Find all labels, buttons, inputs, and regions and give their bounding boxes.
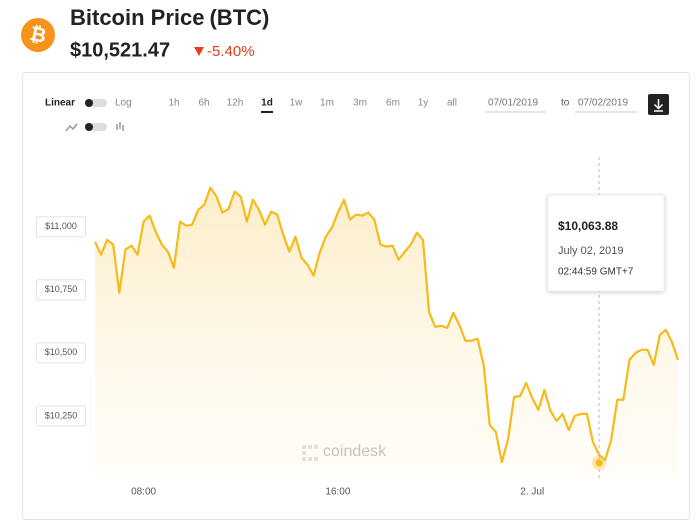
download-icon xyxy=(653,99,664,112)
toggle-knob xyxy=(85,123,93,131)
range-option[interactable]: 1d xyxy=(261,98,273,109)
highlight-dot xyxy=(595,459,603,467)
scale-option[interactable]: Log xyxy=(115,98,132,109)
scale-option[interactable]: Linear xyxy=(45,98,75,109)
range-option[interactable]: 3m xyxy=(353,98,367,109)
range-option[interactable]: 6h xyxy=(198,98,209,109)
range-option[interactable]: 1y xyxy=(418,98,429,109)
y-tick-box xyxy=(36,216,86,238)
y-tick-label: $11,000 xyxy=(45,221,77,231)
x-tick-label: 16:00 xyxy=(325,487,350,498)
range-option[interactable]: 12h xyxy=(227,98,244,109)
tooltip xyxy=(547,194,665,292)
title: Bitcoin Price xyxy=(70,5,204,30)
y-tick-box xyxy=(36,342,86,364)
y-tick-label: $10,750 xyxy=(45,284,78,294)
change: -5.40% xyxy=(207,43,255,60)
symbol: (BTC) xyxy=(209,5,269,30)
area xyxy=(95,187,678,480)
x-tick-label: 08:00 xyxy=(131,487,156,498)
coin-icon xyxy=(21,18,55,52)
range-option[interactable]: 1w xyxy=(290,98,304,109)
range-option[interactable]: all xyxy=(447,98,457,109)
range-option[interactable]: 1h xyxy=(168,98,179,109)
end-date[interactable]: 07/02/2019 xyxy=(578,98,628,109)
tooltip-date: July 02, 2019 xyxy=(558,245,623,257)
coin-symbol: ₿ xyxy=(28,23,49,48)
price: $10,521.47 xyxy=(70,39,170,61)
toggle-knob xyxy=(85,99,93,107)
price-line xyxy=(94,186,680,464)
y-tick-label: $10,500 xyxy=(45,347,78,357)
date-separator: to xyxy=(561,98,570,109)
start-date[interactable]: 07/01/2019 xyxy=(488,98,538,109)
tooltip-value: $10,063.88 xyxy=(558,219,618,233)
range-option[interactable]: 6m xyxy=(386,98,400,109)
range-option[interactable]: 1m xyxy=(320,98,334,109)
y-tick-box xyxy=(36,405,86,427)
x-tick-label: 2. Jul xyxy=(520,487,544,498)
line-icon[interactable] xyxy=(65,123,78,132)
tooltip-time: 02:44:59 GMT+7 xyxy=(558,267,634,278)
y-tick-label: $10,250 xyxy=(45,410,78,420)
y-tick-box xyxy=(36,279,86,301)
candle-icon[interactable] xyxy=(116,122,124,131)
down-arrow xyxy=(194,47,204,56)
